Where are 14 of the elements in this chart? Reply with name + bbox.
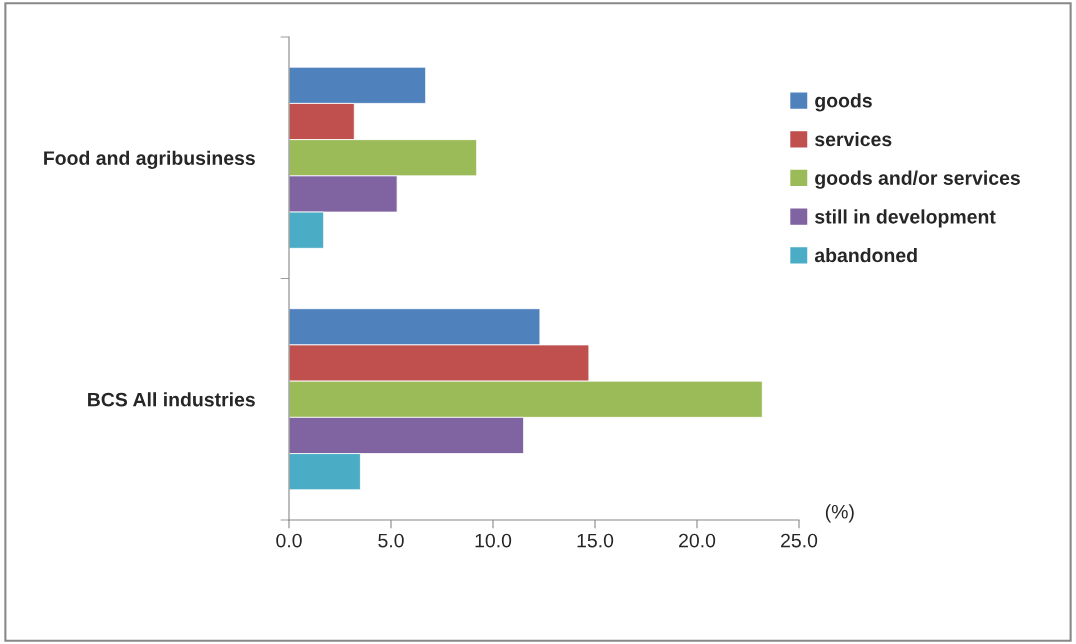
legend-label: abandoned [814, 248, 917, 263]
x-tick-label: 20.0 [679, 533, 716, 548]
legend-label: services [815, 131, 892, 147]
x-tick-label: 15.0 [577, 533, 614, 548]
legend-label: goods and/or services [815, 170, 1020, 189]
x-tick-label: 25.0 [781, 533, 818, 548]
legend-label: still in development [815, 209, 996, 228]
x-axis-title: (%) [825, 504, 854, 523]
y-tick-label: BCS All industries [88, 392, 255, 407]
x-tick-label: 0.0 [276, 533, 302, 548]
x-tick-label: 5.0 [378, 533, 404, 548]
legend-label: goods [815, 93, 872, 112]
y-tick-label: Food and agribusiness [44, 150, 255, 169]
x-tick-label: 10.0 [475, 533, 512, 548]
